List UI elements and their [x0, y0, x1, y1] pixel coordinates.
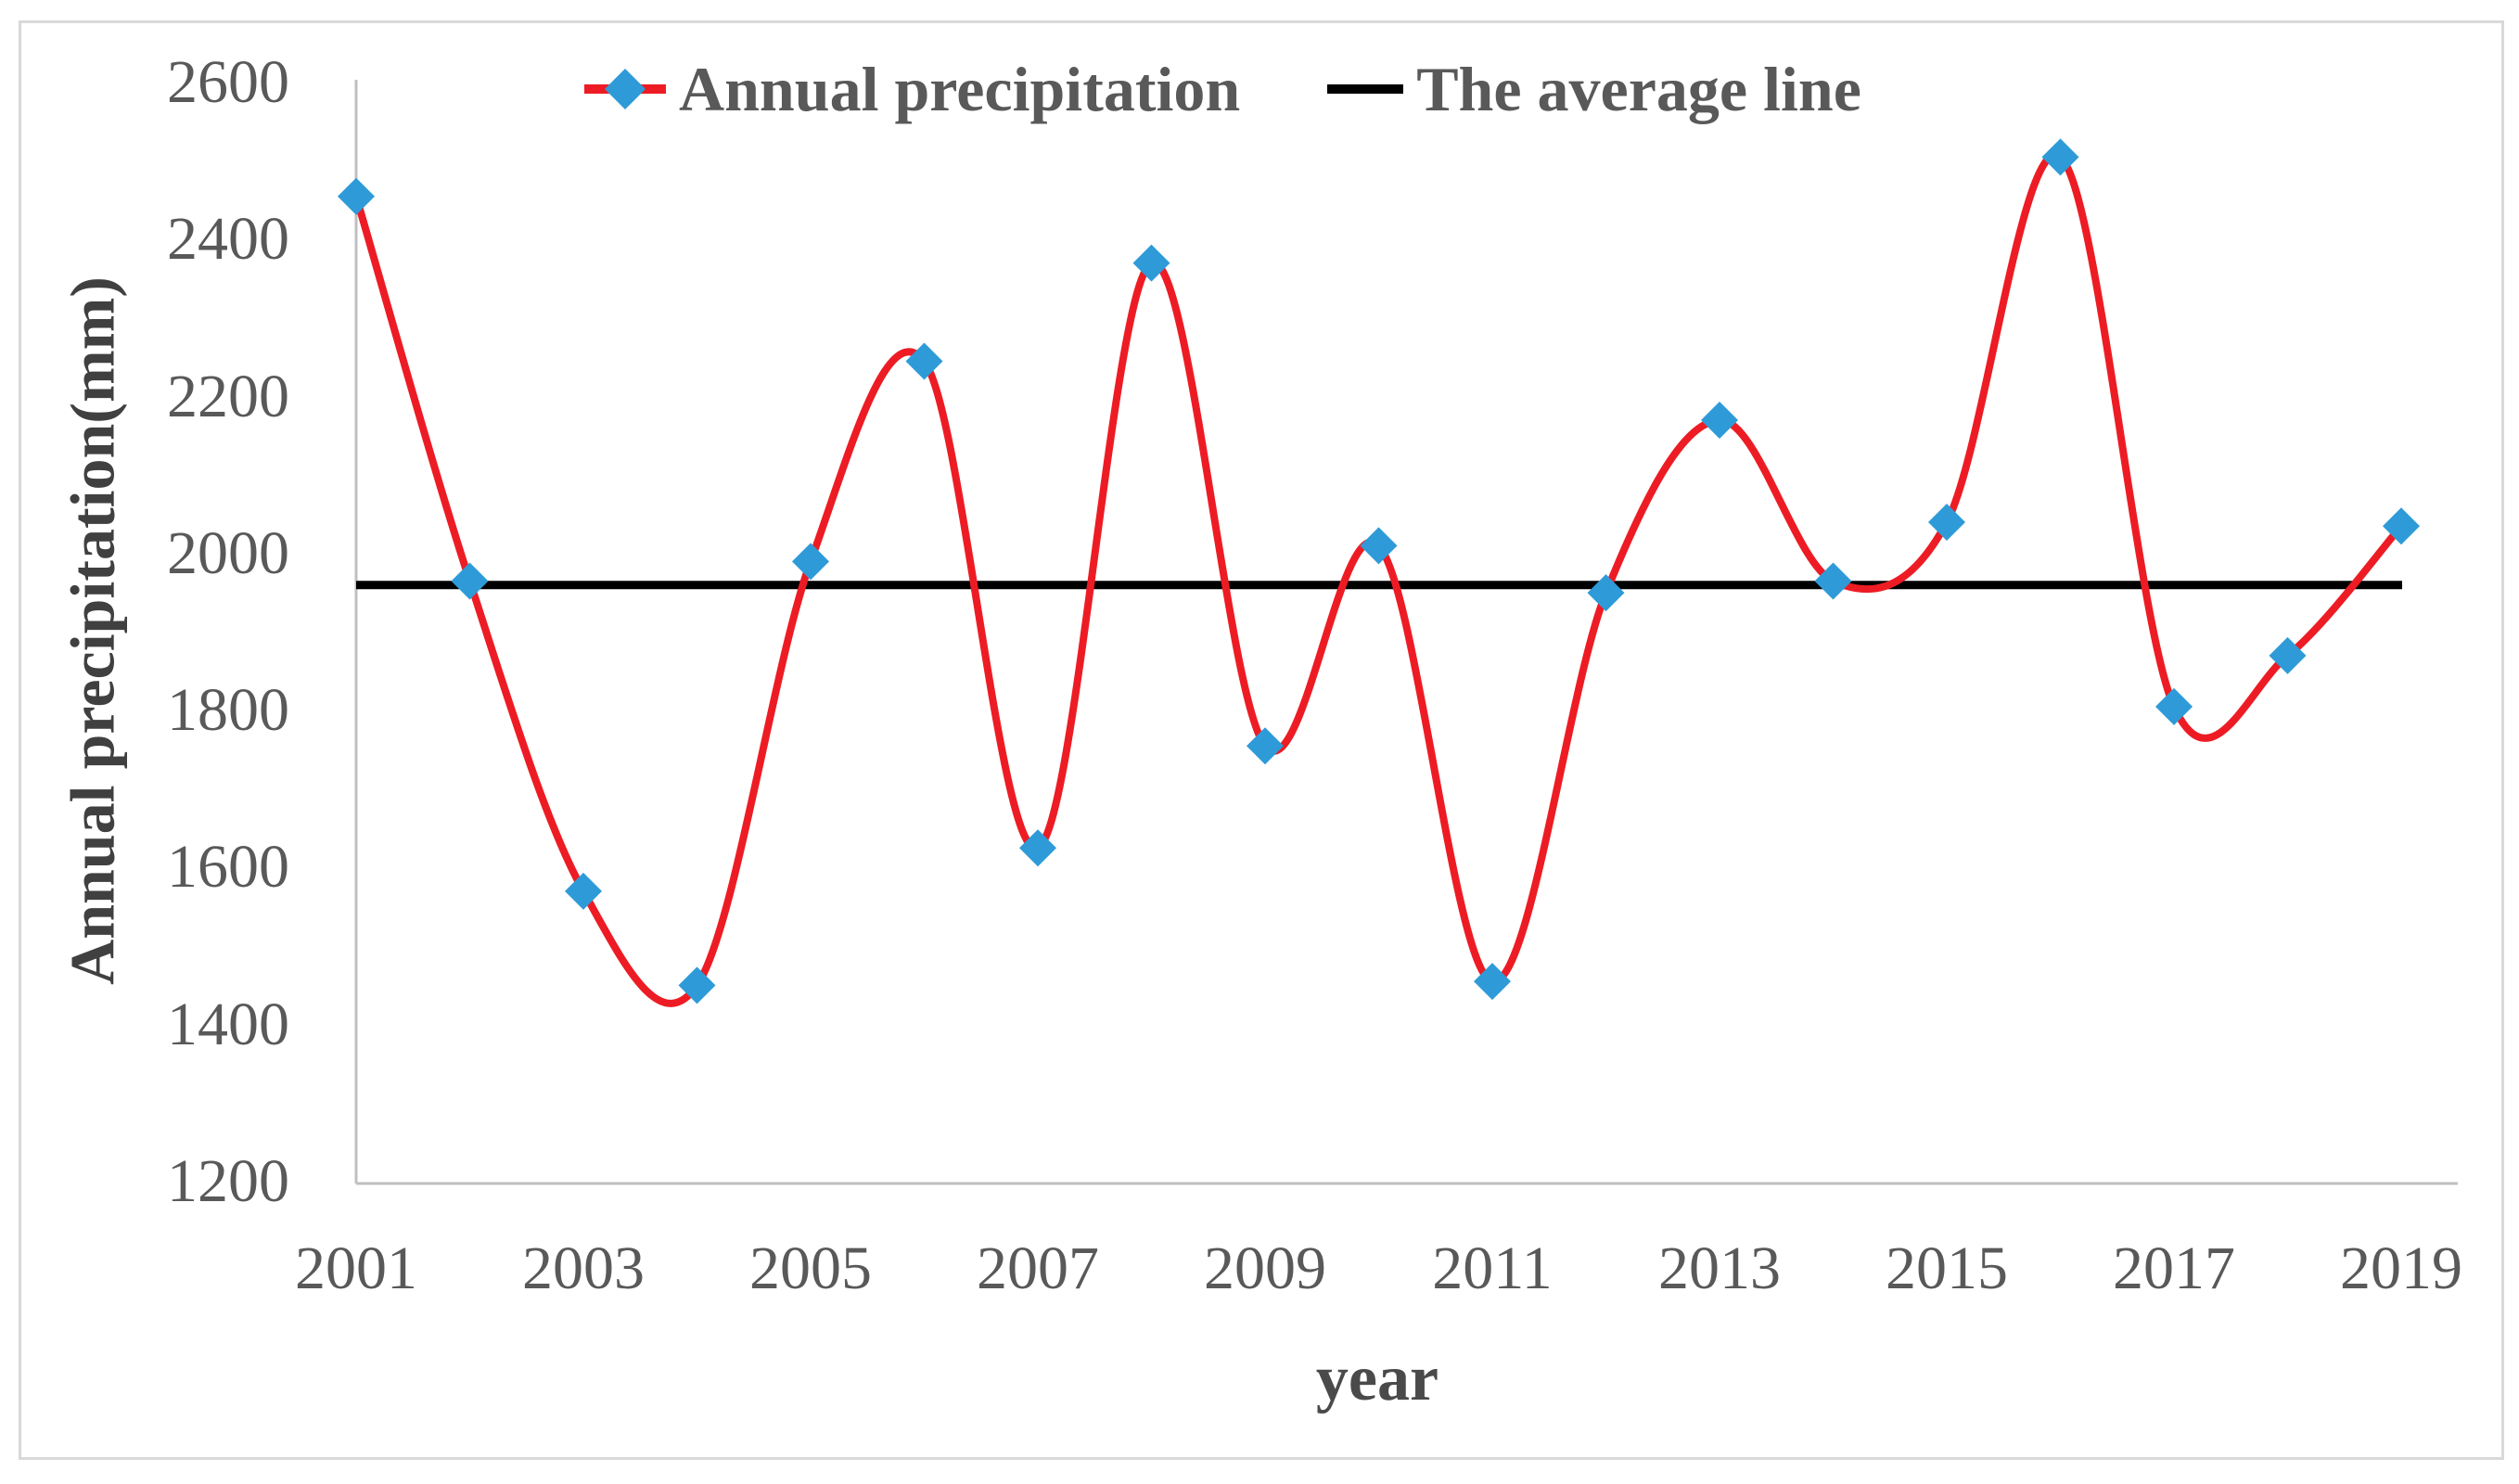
legend-label-annual-precipitation: Annual precipitation — [679, 54, 1241, 124]
y-tick-label-1400: 1400 — [167, 990, 289, 1058]
x-axis-title: year — [1315, 1343, 1439, 1414]
annual-precipitation-curve — [352, 151, 2405, 1007]
y-tick-label-2600: 2600 — [167, 48, 289, 116]
data-point-marker-2005 — [792, 543, 829, 581]
data-point-marker-2012 — [1587, 574, 1625, 612]
legend-item-average-line: The average line — [1325, 58, 1861, 121]
y-tick-label-1600: 1600 — [167, 833, 289, 902]
data-point-marker-2013 — [1701, 401, 1738, 439]
data-point-marker-2008 — [1132, 244, 1170, 282]
data-point-marker-2007 — [1019, 829, 1056, 867]
x-tick-label-2001: 2001 — [295, 1235, 417, 1302]
x-tick-label-2005: 2005 — [749, 1235, 872, 1302]
legend: Annual precipitation The average line — [582, 58, 1861, 121]
data-point-marker-2016 — [2041, 138, 2079, 176]
data-point-marker-2009 — [1247, 727, 1284, 765]
x-tick-label-2013: 2013 — [1658, 1235, 1781, 1302]
x-tick-label-2003: 2003 — [522, 1235, 645, 1302]
data-point-marker-2011 — [1474, 963, 1511, 1001]
data-point-marker-2003 — [565, 872, 602, 910]
y-tick-label-2200: 2200 — [167, 362, 289, 430]
x-tick-label-2019: 2019 — [2340, 1235, 2462, 1302]
y-tick-label-1800: 1800 — [167, 676, 289, 745]
red-line-blue-diamond-icon — [584, 69, 666, 109]
legend-label-average-line: The average line — [1416, 54, 1861, 124]
data-point-marker-2014 — [1814, 562, 1852, 600]
data-point-marker-2015 — [1928, 503, 1965, 541]
data-point-marker-2018 — [2269, 636, 2307, 674]
x-tick-label-2009: 2009 — [1204, 1235, 1326, 1302]
legend-item-annual-precipitation: Annual precipitation — [582, 58, 1240, 121]
data-point-marker-2019 — [2383, 507, 2420, 545]
data-point-marker-2006 — [905, 342, 943, 380]
data-point-marker-2002 — [451, 562, 489, 600]
y-tick-label-2400: 2400 — [167, 205, 289, 274]
y-tick-label-2000: 2000 — [167, 518, 289, 587]
x-tick-label-2011: 2011 — [1432, 1235, 1553, 1302]
data-point-marker-2017 — [2155, 687, 2193, 725]
x-tick-label-2015: 2015 — [1886, 1235, 2008, 1302]
black-line-icon — [1327, 84, 1404, 94]
data-point-marker-2010 — [1360, 527, 1398, 565]
data-point-marker-2001 — [338, 177, 375, 215]
data-point-marker-2004 — [678, 966, 716, 1004]
y-tick-label-1200: 1200 — [167, 1146, 289, 1215]
x-tick-label-2007: 2007 — [977, 1235, 1099, 1302]
x-tick-label-2017: 2017 — [2113, 1235, 2235, 1302]
